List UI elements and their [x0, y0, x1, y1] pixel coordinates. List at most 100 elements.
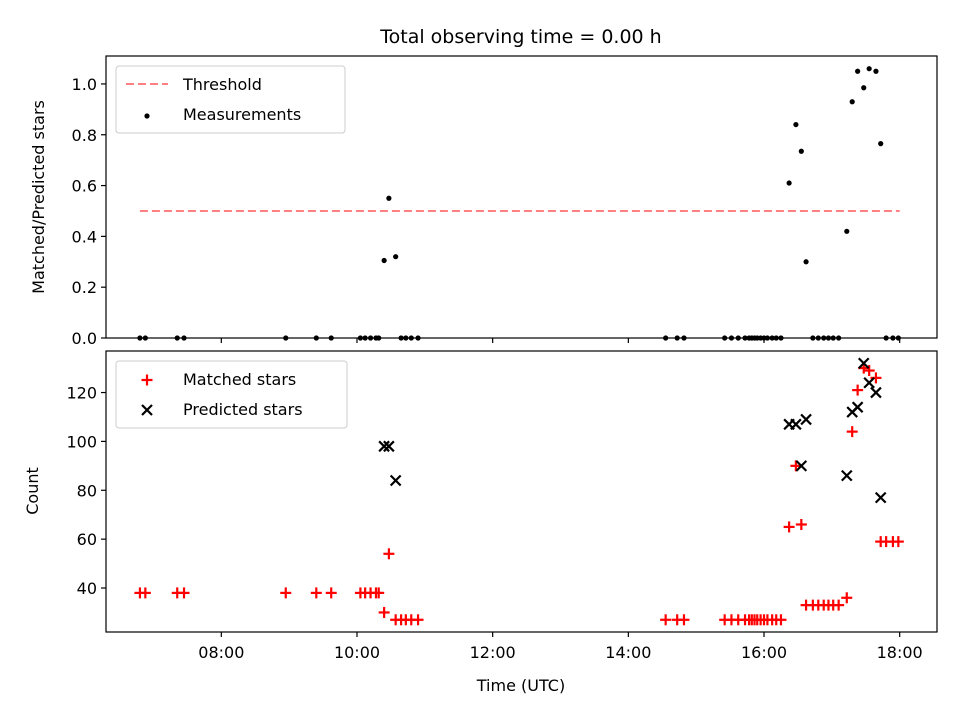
measurement-point: [403, 335, 409, 341]
x-tick-label: 14:00: [605, 643, 651, 662]
x-tick-label: 16:00: [741, 643, 787, 662]
measurement-point: [681, 335, 687, 341]
bottom-legend: Matched stars Predicted stars: [115, 360, 348, 429]
matched-point: [790, 460, 802, 472]
predicted-point: [790, 418, 802, 431]
matched-point: [846, 426, 858, 438]
y-tick-label: 0.8: [72, 126, 97, 145]
measurement-point: [415, 335, 421, 341]
y-tick-label: 0.0: [72, 329, 97, 348]
bottom-panel-x-ticks: 08:00 10:00 12:00 14:00 16:00 18:00: [198, 632, 923, 662]
x-tick-label: 12:00: [470, 643, 516, 662]
y-tick-label: 80: [77, 481, 97, 500]
matched-point: [280, 587, 292, 599]
matched-point: [325, 587, 337, 599]
measurement-point: [873, 68, 879, 74]
y-tick-label: 60: [77, 530, 97, 549]
measurement-point: [815, 335, 821, 341]
predicted-point: [870, 386, 882, 399]
predicted-point: [795, 460, 808, 472]
x-tick-label: 10:00: [334, 643, 380, 662]
measurement-point: [663, 335, 669, 341]
top-panel-marks: [137, 66, 901, 341]
matched-point: [139, 587, 151, 599]
bottom-legend-box: [115, 360, 348, 429]
measurement-point: [722, 335, 728, 341]
measurement-point: [890, 335, 896, 341]
top-panel: 0.0 0.2 0.4 0.6 0.8 1.0 Matched/Predicted sta…: [29, 55, 938, 348]
measurement-point: [393, 254, 399, 260]
y-tick-label: 0.6: [72, 177, 97, 196]
bottom-panel-y-label: Count: [23, 467, 42, 515]
predicted-legend-glyph: [141, 404, 153, 416]
predicted-legend-label: Predicted stars: [183, 400, 303, 419]
measurement-point: [367, 335, 374, 341]
measurements-legend-marker: [144, 113, 150, 119]
measurement-point: [357, 335, 363, 341]
bottom-panel-y-ticks: 40 60 80 100 120: [66, 384, 106, 598]
top-legend-box: [115, 65, 346, 134]
matched-legend-label: Matched stars: [183, 370, 296, 389]
chart-title: Total observing time = 0.00 h: [379, 26, 661, 48]
measurement-point: [381, 257, 387, 264]
measurement-point: [793, 121, 799, 128]
measurement-point: [328, 335, 334, 341]
predicted-point: [389, 474, 402, 487]
y-tick-label: 120: [66, 384, 97, 403]
measurement-point: [398, 335, 404, 341]
measurement-point: [830, 335, 836, 341]
threshold-legend-label: Threshold: [182, 75, 262, 94]
measurement-point: [821, 335, 827, 341]
x-tick-label: 18:00: [877, 643, 923, 662]
measurements-legend-label: Measurements: [183, 105, 301, 124]
measurement-point: [778, 335, 784, 341]
measurement-point: [895, 335, 901, 341]
measurement-point: [764, 335, 771, 341]
matched-point: [833, 599, 845, 611]
predicted-point: [383, 440, 395, 453]
matched-point: [841, 592, 853, 604]
matched-point: [795, 518, 807, 530]
matched-point: [775, 614, 787, 626]
matched-point: [852, 384, 864, 396]
measurement-point: [728, 335, 735, 341]
top-legend: Threshold Measurements: [115, 65, 346, 134]
measurement-point: [798, 148, 804, 154]
measurement-point: [283, 335, 289, 341]
y-tick-label: 0.4: [72, 227, 97, 246]
y-tick-label: 0.2: [72, 278, 97, 297]
predicted-point: [857, 357, 870, 369]
matched-point: [892, 536, 904, 548]
measurement-point: [174, 335, 180, 341]
measurement-point: [844, 228, 850, 234]
matched-point: [863, 365, 875, 377]
predicted-point: [840, 469, 853, 482]
measurement-point: [386, 195, 392, 201]
measurement-point: [786, 180, 792, 186]
measurement-point: [825, 335, 832, 341]
bottom-panel-marks: [134, 357, 904, 626]
matched-legend-glyph: [141, 374, 153, 386]
matched-point: [783, 521, 795, 533]
x-axis-label: Time (UTC): [476, 676, 565, 695]
matched-point: [383, 548, 395, 560]
measurement-point: [855, 68, 861, 74]
top-panel-frame: [105, 55, 938, 339]
measurement-point: [362, 335, 368, 341]
y-tick-label: 1.0: [72, 75, 97, 94]
measurement-point: [408, 335, 414, 341]
measurement-point: [849, 99, 855, 105]
top-panel-y-ticks: 0.0 0.2 0.4 0.6 0.8 1.0: [72, 75, 106, 348]
y-tick-label: 40: [77, 579, 97, 598]
matched-legend-marker: [141, 374, 153, 386]
matched-point: [660, 614, 672, 626]
measurement-point: [735, 335, 741, 341]
measurement-point: [773, 335, 779, 341]
measurement-point: [376, 335, 382, 341]
measurement-point: [878, 141, 884, 147]
matched-point: [870, 372, 882, 384]
predicted-point: [874, 491, 887, 504]
matched-point: [378, 606, 390, 618]
predicted-point: [863, 376, 875, 389]
